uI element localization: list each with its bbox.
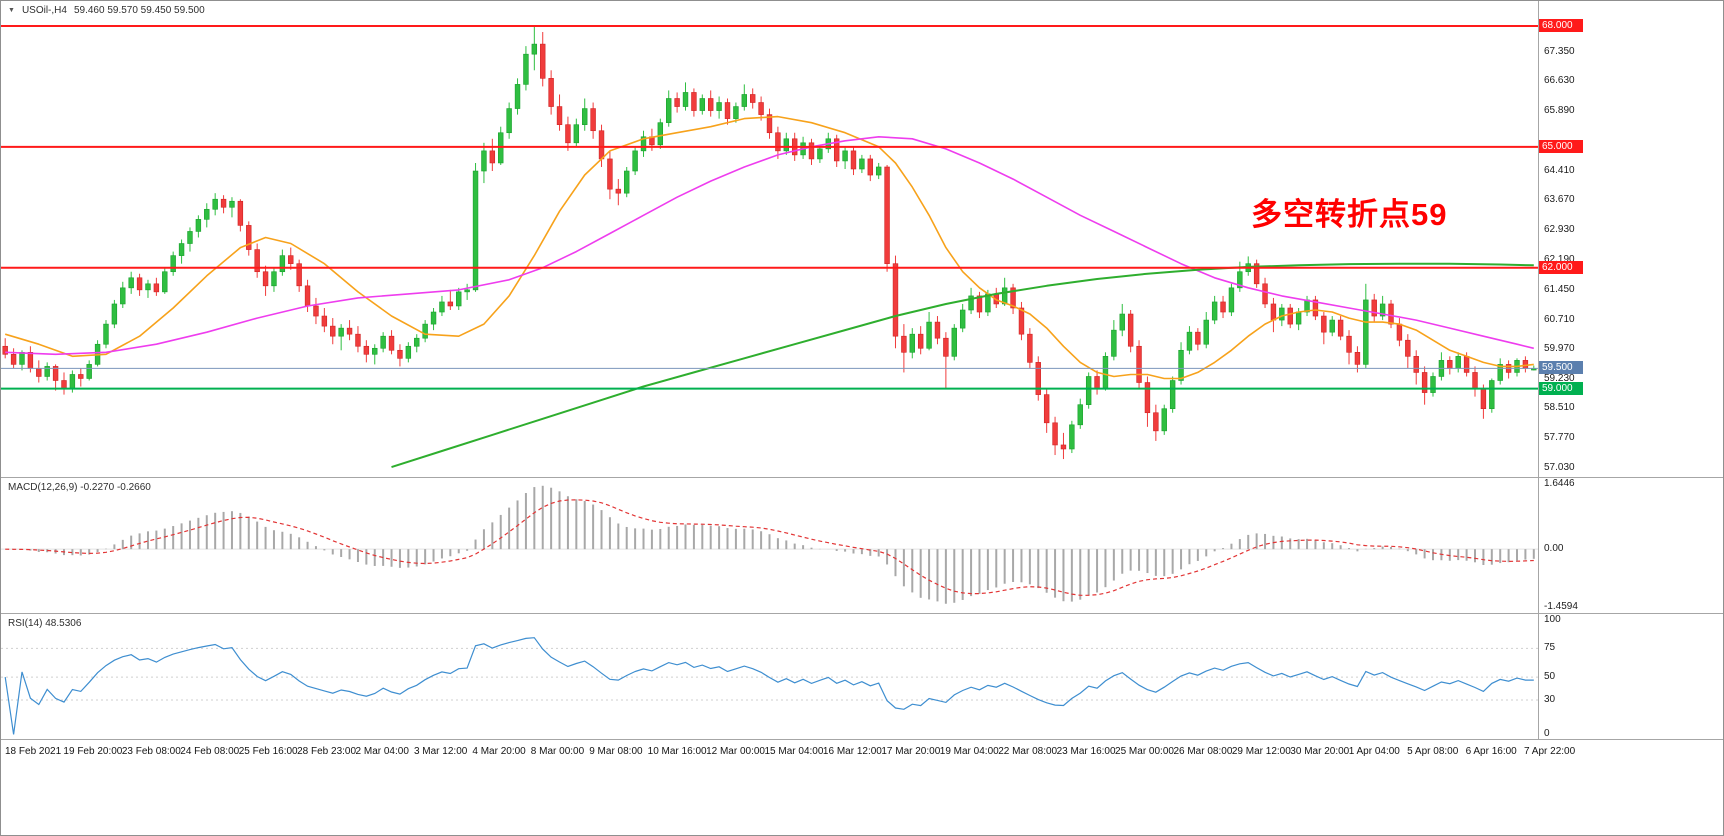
rsi-tick: 30	[1544, 694, 1556, 705]
rsi-canvas[interactable]	[1, 614, 1538, 739]
price-level-label: 62.000	[1539, 260, 1583, 274]
price-tick: 57.770	[1544, 432, 1575, 444]
price-tick: 60.710	[1544, 313, 1575, 325]
price-tick: 64.410	[1544, 164, 1575, 176]
time-label: 26 Mar 08:00	[1173, 746, 1233, 757]
candles-series	[2, 26, 1537, 460]
quote-header: ▼ USOil-,H4 59.460 59.570 59.450 59.500	[8, 5, 205, 16]
time-label: 23 Mar 16:00	[1056, 746, 1116, 757]
rsi-line	[4, 637, 1534, 735]
price-level-label: 59.000	[1539, 381, 1583, 395]
macd-tick: -1.4594	[1544, 600, 1578, 612]
time-label: 19 Feb 20:00	[63, 746, 123, 757]
time-label: 24 Feb 08:00	[180, 746, 240, 757]
rsi-label: RSI(14) 48.5306	[8, 618, 82, 629]
time-label: 17 Mar 20:00	[881, 746, 941, 757]
rsi-tick: 0	[1544, 728, 1550, 740]
price-tick: 58.510	[1544, 402, 1575, 414]
time-label: 28 Feb 23:00	[297, 746, 357, 757]
price-tick: 62.190	[1544, 254, 1575, 266]
time-label: 5 Apr 08:00	[1407, 746, 1459, 757]
rsi-tick: 100	[1544, 614, 1561, 625]
price-tick: 59.230	[1544, 373, 1575, 385]
rsi-tick: 50	[1544, 671, 1556, 683]
macd-panel: 1.6446 0.00 -1.4594 MACD(12,26,9) -0.2270 …	[1, 478, 1723, 614]
time-label: 6 Apr 16:00	[1465, 746, 1517, 757]
ma-slow-green	[391, 262, 1534, 469]
price-tick: 66.630	[1544, 75, 1575, 87]
bottom-filler	[1, 765, 1723, 835]
time-label: 8 Mar 00:00	[530, 746, 585, 757]
ma-mid-magenta	[5, 136, 1534, 356]
time-label: 9 Mar 08:00	[589, 746, 643, 757]
price-level-label: 68.000	[1539, 18, 1583, 32]
macd-label: MACD(12,26,9) -0.2270 -0.2660	[8, 482, 151, 493]
rsi-tick: 75	[1544, 642, 1556, 654]
macd-tick: 0.00	[1544, 543, 1564, 555]
time-label: 19 Mar 04:00	[939, 746, 999, 757]
rsi-axis[interactable]: 100 75 50 30 0	[1538, 614, 1723, 739]
ma-fast-orange	[4, 115, 1534, 380]
price-axis[interactable]: 67.350 66.630 65.890 64.410 63.670 62.930 62.1…	[1538, 1, 1723, 477]
time-label: 10 Mar 16:00	[647, 746, 707, 757]
price-tick: 67.350	[1544, 46, 1575, 58]
macd-signal-line	[5, 499, 1534, 596]
macd-histogram	[12, 485, 1535, 604]
price-level-label: 65.000	[1539, 139, 1583, 153]
main-chart-canvas[interactable]	[1, 1, 1538, 478]
time-label: 12 Mar 00:00	[706, 746, 765, 757]
symbol-label: USOil-,H4	[21, 5, 67, 16]
main-chart-panel: 67.350 66.630 65.890 64.410 63.670 62.930 62.1…	[1, 1, 1723, 478]
time-label: 23 Feb 08:00	[121, 746, 181, 757]
time-label: 4 Mar 20:00	[472, 746, 526, 757]
time-label: 2 Mar 04:00	[355, 746, 409, 757]
time-label: 1 Apr 04:00	[1348, 746, 1400, 757]
time-label: 30 Mar 20:00	[1290, 746, 1350, 757]
time-label: 22 Mar 08:00	[998, 746, 1058, 757]
time-label: 15 Mar 04:00	[764, 746, 824, 757]
price-tick: 61.450	[1544, 283, 1575, 295]
time-label: 25 Mar 00:00	[1115, 746, 1174, 757]
ohlc-values: 59.460 59.570 59.450 59.500	[73, 5, 205, 16]
macd-axis[interactable]: 1.6446 0.00 -1.4594	[1538, 478, 1723, 613]
time-label: 7 Apr 22:00	[1524, 746, 1576, 757]
price-level-label: 59.500	[1539, 361, 1583, 375]
chevron-down-icon[interactable]: ▼	[8, 7, 15, 14]
macd-canvas[interactable]	[1, 478, 1538, 613]
chart-annotation: 多空转折点59	[1251, 197, 1448, 232]
time-label: 29 Mar 12:00	[1231, 746, 1291, 757]
rsi-panel: 100 75 50 30 0 RSI(14) 48.5306	[1, 614, 1723, 740]
price-tick: 57.030	[1544, 461, 1575, 473]
time-label: 16 Mar 12:00	[822, 746, 882, 757]
macd-tick: 1.6446	[1544, 478, 1575, 490]
price-tick: 59.970	[1544, 343, 1575, 355]
time-axis[interactable]: 18 Feb 2021 19 Feb 20:00 23 Feb 08:00 24 Fe…	[1, 740, 1723, 765]
time-label: 25 Feb 16:00	[238, 746, 298, 757]
price-tick: 65.890	[1544, 104, 1575, 116]
time-label: 3 Mar 12:00	[413, 746, 468, 757]
price-tick: 63.670	[1544, 194, 1575, 206]
time-label: 18 Feb 2021	[5, 746, 62, 757]
price-tick: 62.930	[1544, 224, 1575, 236]
